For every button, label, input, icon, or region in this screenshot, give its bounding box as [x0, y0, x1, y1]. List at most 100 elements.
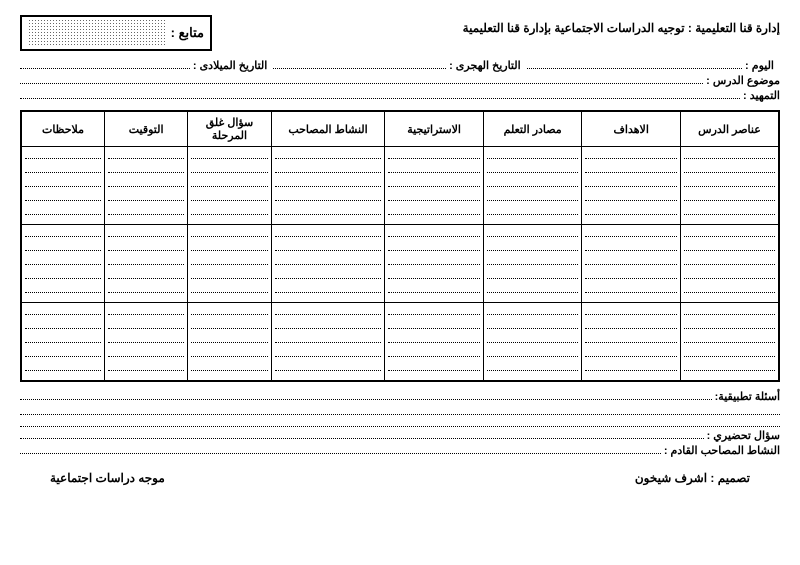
writing-line [388, 351, 480, 357]
extra-dots-row-1 [20, 405, 780, 415]
table-header-2: مصادر التعلم [483, 111, 582, 147]
writing-line [487, 351, 579, 357]
writing-line [191, 209, 267, 215]
writing-line [108, 181, 184, 187]
writing-line [684, 167, 775, 173]
writing-line [191, 337, 267, 343]
miladi-label: التاريخ الميلادى : [193, 59, 268, 72]
writing-line [487, 273, 579, 279]
writing-line [275, 195, 382, 201]
writing-line [388, 167, 480, 173]
hijri-label: التاريخ الهجرى : [449, 59, 521, 72]
writing-line [684, 231, 775, 237]
footer-row: تصميم : اشرف شيخون موجه دراسات اجتماعية [20, 471, 780, 485]
table-cell [21, 303, 104, 381]
writing-line [275, 365, 382, 371]
info-line-subject: موضوع الدرس : [20, 74, 780, 87]
writing-line [191, 245, 267, 251]
lesson-subject-label: موضوع الدرس : [706, 74, 780, 87]
writing-line [487, 181, 579, 187]
writing-line [275, 309, 382, 315]
table-cell [188, 147, 271, 225]
writing-line [191, 287, 267, 293]
writing-line [388, 287, 480, 293]
table-cell [21, 147, 104, 225]
table-header-6: التوقيت [104, 111, 187, 147]
writing-line [487, 259, 579, 265]
applied-q-label: أسئلة تطبيقية: [715, 390, 780, 403]
writing-line [275, 153, 382, 159]
writing-line [684, 259, 775, 265]
writing-line [388, 181, 480, 187]
table-row [21, 303, 779, 381]
writing-line [388, 245, 480, 251]
writing-line [487, 309, 579, 315]
supervisor-credit: موجه دراسات اجتماعية [50, 471, 165, 485]
table-cell [483, 303, 582, 381]
next-activity-label: النشاط المصاحب القادم : [664, 444, 780, 457]
writing-line [388, 153, 480, 159]
writing-line [684, 323, 775, 329]
writing-line [388, 337, 480, 343]
writing-line [487, 337, 579, 343]
writing-line [487, 167, 579, 173]
writing-line [25, 309, 101, 315]
writing-line [585, 209, 677, 215]
writing-line [25, 195, 101, 201]
writing-line [108, 231, 184, 237]
writing-line [108, 153, 184, 159]
extra-dots-row-2 [20, 417, 780, 427]
writing-line [108, 273, 184, 279]
table-cell [385, 303, 484, 381]
writing-line [487, 209, 579, 215]
writing-line [108, 309, 184, 315]
writing-line [585, 181, 677, 187]
writing-line [585, 167, 677, 173]
stamp-label: متابع : [167, 25, 208, 41]
writing-line [388, 273, 480, 279]
table-header-0: عناصر الدرس [680, 111, 779, 147]
writing-line [388, 209, 480, 215]
writing-line [108, 337, 184, 343]
table-header-3: الاستراتيجية [385, 111, 484, 147]
writing-line [684, 273, 775, 279]
writing-line [108, 323, 184, 329]
lesson-subject-dots [20, 74, 703, 84]
writing-line [108, 287, 184, 293]
table-cell [483, 147, 582, 225]
table-cell [680, 225, 779, 303]
writing-line [25, 153, 101, 159]
table-cell [483, 225, 582, 303]
table-cell [188, 225, 271, 303]
table-cell [385, 225, 484, 303]
table-cell [582, 303, 681, 381]
lesson-table: عناصر الدرسالاهدافمصادر التعلمالاستراتيج… [20, 110, 780, 382]
writing-line [191, 181, 267, 187]
writing-line [25, 231, 101, 237]
bottom-section: أسئلة تطبيقية: سؤال تحضيري : النشاط المص… [20, 390, 780, 457]
table-cell [680, 147, 779, 225]
table-cell [582, 225, 681, 303]
writing-line [25, 209, 101, 215]
writing-line [487, 153, 579, 159]
writing-line [585, 323, 677, 329]
writing-line [108, 259, 184, 265]
table-header-5: سؤال غلق المرحلة [188, 111, 271, 147]
writing-line [684, 351, 775, 357]
writing-line [585, 365, 677, 371]
writing-line [275, 181, 382, 187]
table-cell [271, 303, 385, 381]
writing-line [191, 323, 267, 329]
writing-line [108, 365, 184, 371]
writing-line [108, 195, 184, 201]
writing-line [388, 231, 480, 237]
writing-line [388, 309, 480, 315]
table-header-1: الاهداف [582, 111, 681, 147]
writing-line [108, 351, 184, 357]
writing-line [585, 309, 677, 315]
writing-line [388, 195, 480, 201]
hijri-dots [273, 59, 446, 69]
stamp-dots-pattern [28, 19, 167, 47]
writing-line [275, 337, 382, 343]
writing-line [25, 259, 101, 265]
